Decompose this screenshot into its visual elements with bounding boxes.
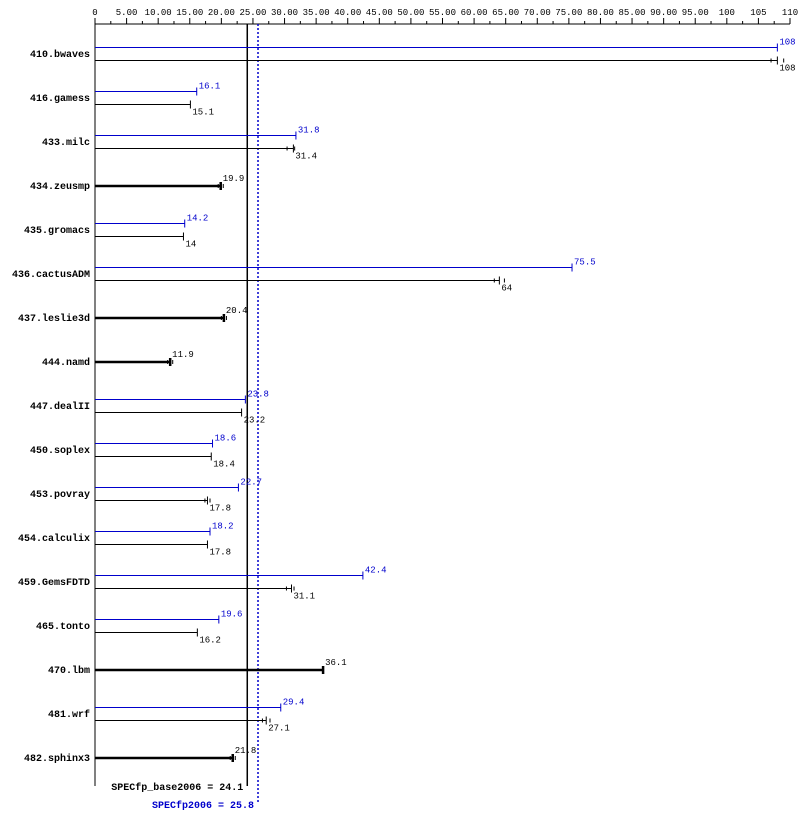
x-tick-label: 40.00: [334, 8, 361, 18]
value-label: 19.9: [223, 174, 245, 184]
value-label-base: 16.2: [199, 636, 221, 646]
benchmark-label: 453.povray: [30, 490, 90, 501]
value-label-base: 31.1: [293, 592, 315, 602]
value-label-peak: 16.1: [199, 82, 221, 92]
geomean-base-label: SPECfp_base2006 = 24.1: [111, 782, 243, 794]
value-label-base: 14: [185, 240, 196, 250]
value-label-peak: 22.7: [240, 478, 262, 488]
x-tick-label: 95.00: [682, 8, 709, 18]
x-tick-label: 85.00: [619, 8, 646, 18]
benchmark-label: 459.GemsFDTD: [18, 578, 90, 589]
x-tick-label: 25.00: [239, 8, 266, 18]
benchmark-label: 435.gromacs: [24, 226, 90, 237]
x-tick-label: 80.00: [587, 8, 614, 18]
benchmark-label: 434.zeusmp: [30, 182, 90, 193]
value-label-peak: 42.4: [365, 566, 387, 576]
benchmark-label: 465.tonto: [36, 622, 90, 633]
x-tick-label: 70.00: [524, 8, 551, 18]
benchmark-label: 450.soplex: [30, 445, 90, 457]
value-label-peak: 108: [779, 38, 795, 48]
value-label-base: 23.2: [244, 416, 266, 426]
value-label-base: 31.4: [295, 152, 317, 162]
x-tick-label: 65.00: [492, 8, 519, 18]
value-label-base: 15.1: [192, 108, 214, 118]
benchmark-label: 454.calculix: [18, 533, 90, 545]
benchmark-label: 436.cactusADM: [12, 270, 90, 281]
x-tick-label: 35.00: [303, 8, 330, 18]
value-label-base: 17.8: [209, 504, 231, 514]
value-label-peak: 14.2: [187, 214, 209, 224]
x-tick-label: 110: [782, 8, 798, 18]
x-tick-label: 60.00: [461, 8, 488, 18]
x-tick-label: 100: [719, 8, 735, 18]
value-label-peak: 29.4: [283, 698, 305, 708]
value-label: 21.8: [235, 746, 257, 756]
x-tick-label: 90.00: [650, 8, 677, 18]
value-label-peak: 18.2: [212, 522, 234, 532]
benchmark-label: 470.lbm: [48, 665, 90, 677]
benchmark-label: 437.leslie3d: [18, 313, 90, 325]
benchmark-label: 481.wrf: [48, 709, 90, 721]
x-tick-label: 105: [750, 8, 766, 18]
value-label-peak: 19.6: [221, 610, 243, 620]
benchmark-label: 416.gamess: [30, 94, 90, 105]
spec-fp-chart: 0 5.00 10.00 15.00 20.00 25.00 30.00 35.00 40.00…: [0, 0, 799, 831]
x-tick-label: 30.00: [271, 8, 298, 18]
x-tick-label: 10.00: [145, 8, 172, 18]
x-tick-label: 50.00: [397, 8, 424, 18]
benchmark-label: 482.sphinx3: [24, 753, 90, 765]
x-tick-label: 5.00: [116, 8, 138, 18]
value-label-base: 17.8: [209, 548, 231, 558]
x-tick-label: 55.00: [429, 8, 456, 18]
value-label: 11.9: [172, 350, 194, 360]
value-label: 20.4: [226, 306, 248, 316]
value-label-base: 108: [779, 64, 795, 74]
geomean-peak-label: SPECfp2006 = 25.8: [152, 800, 254, 812]
benchmark-label: 410.bwaves: [30, 49, 90, 61]
x-tick-label: 15.00: [176, 8, 203, 18]
x-tick-label: 75.00: [555, 8, 582, 18]
value-label-base: 27.1: [268, 724, 290, 734]
value-label: 36.1: [325, 658, 347, 668]
value-label-peak: 31.8: [298, 126, 320, 136]
benchmark-label: 444.namd: [42, 357, 90, 369]
benchmark-label: 447.dealII: [30, 401, 90, 413]
value-label-peak: 75.5: [574, 258, 596, 268]
value-label-base: 64: [501, 284, 512, 294]
value-label-base: 18.4: [213, 460, 235, 470]
x-tick-label: 0: [92, 8, 97, 18]
value-label-peak: 23.8: [247, 390, 269, 400]
value-label-peak: 18.6: [215, 434, 237, 444]
x-tick-label: 45.00: [366, 8, 393, 18]
benchmark-label: 433.milc: [42, 137, 90, 149]
x-tick-label: 20.00: [208, 8, 235, 18]
